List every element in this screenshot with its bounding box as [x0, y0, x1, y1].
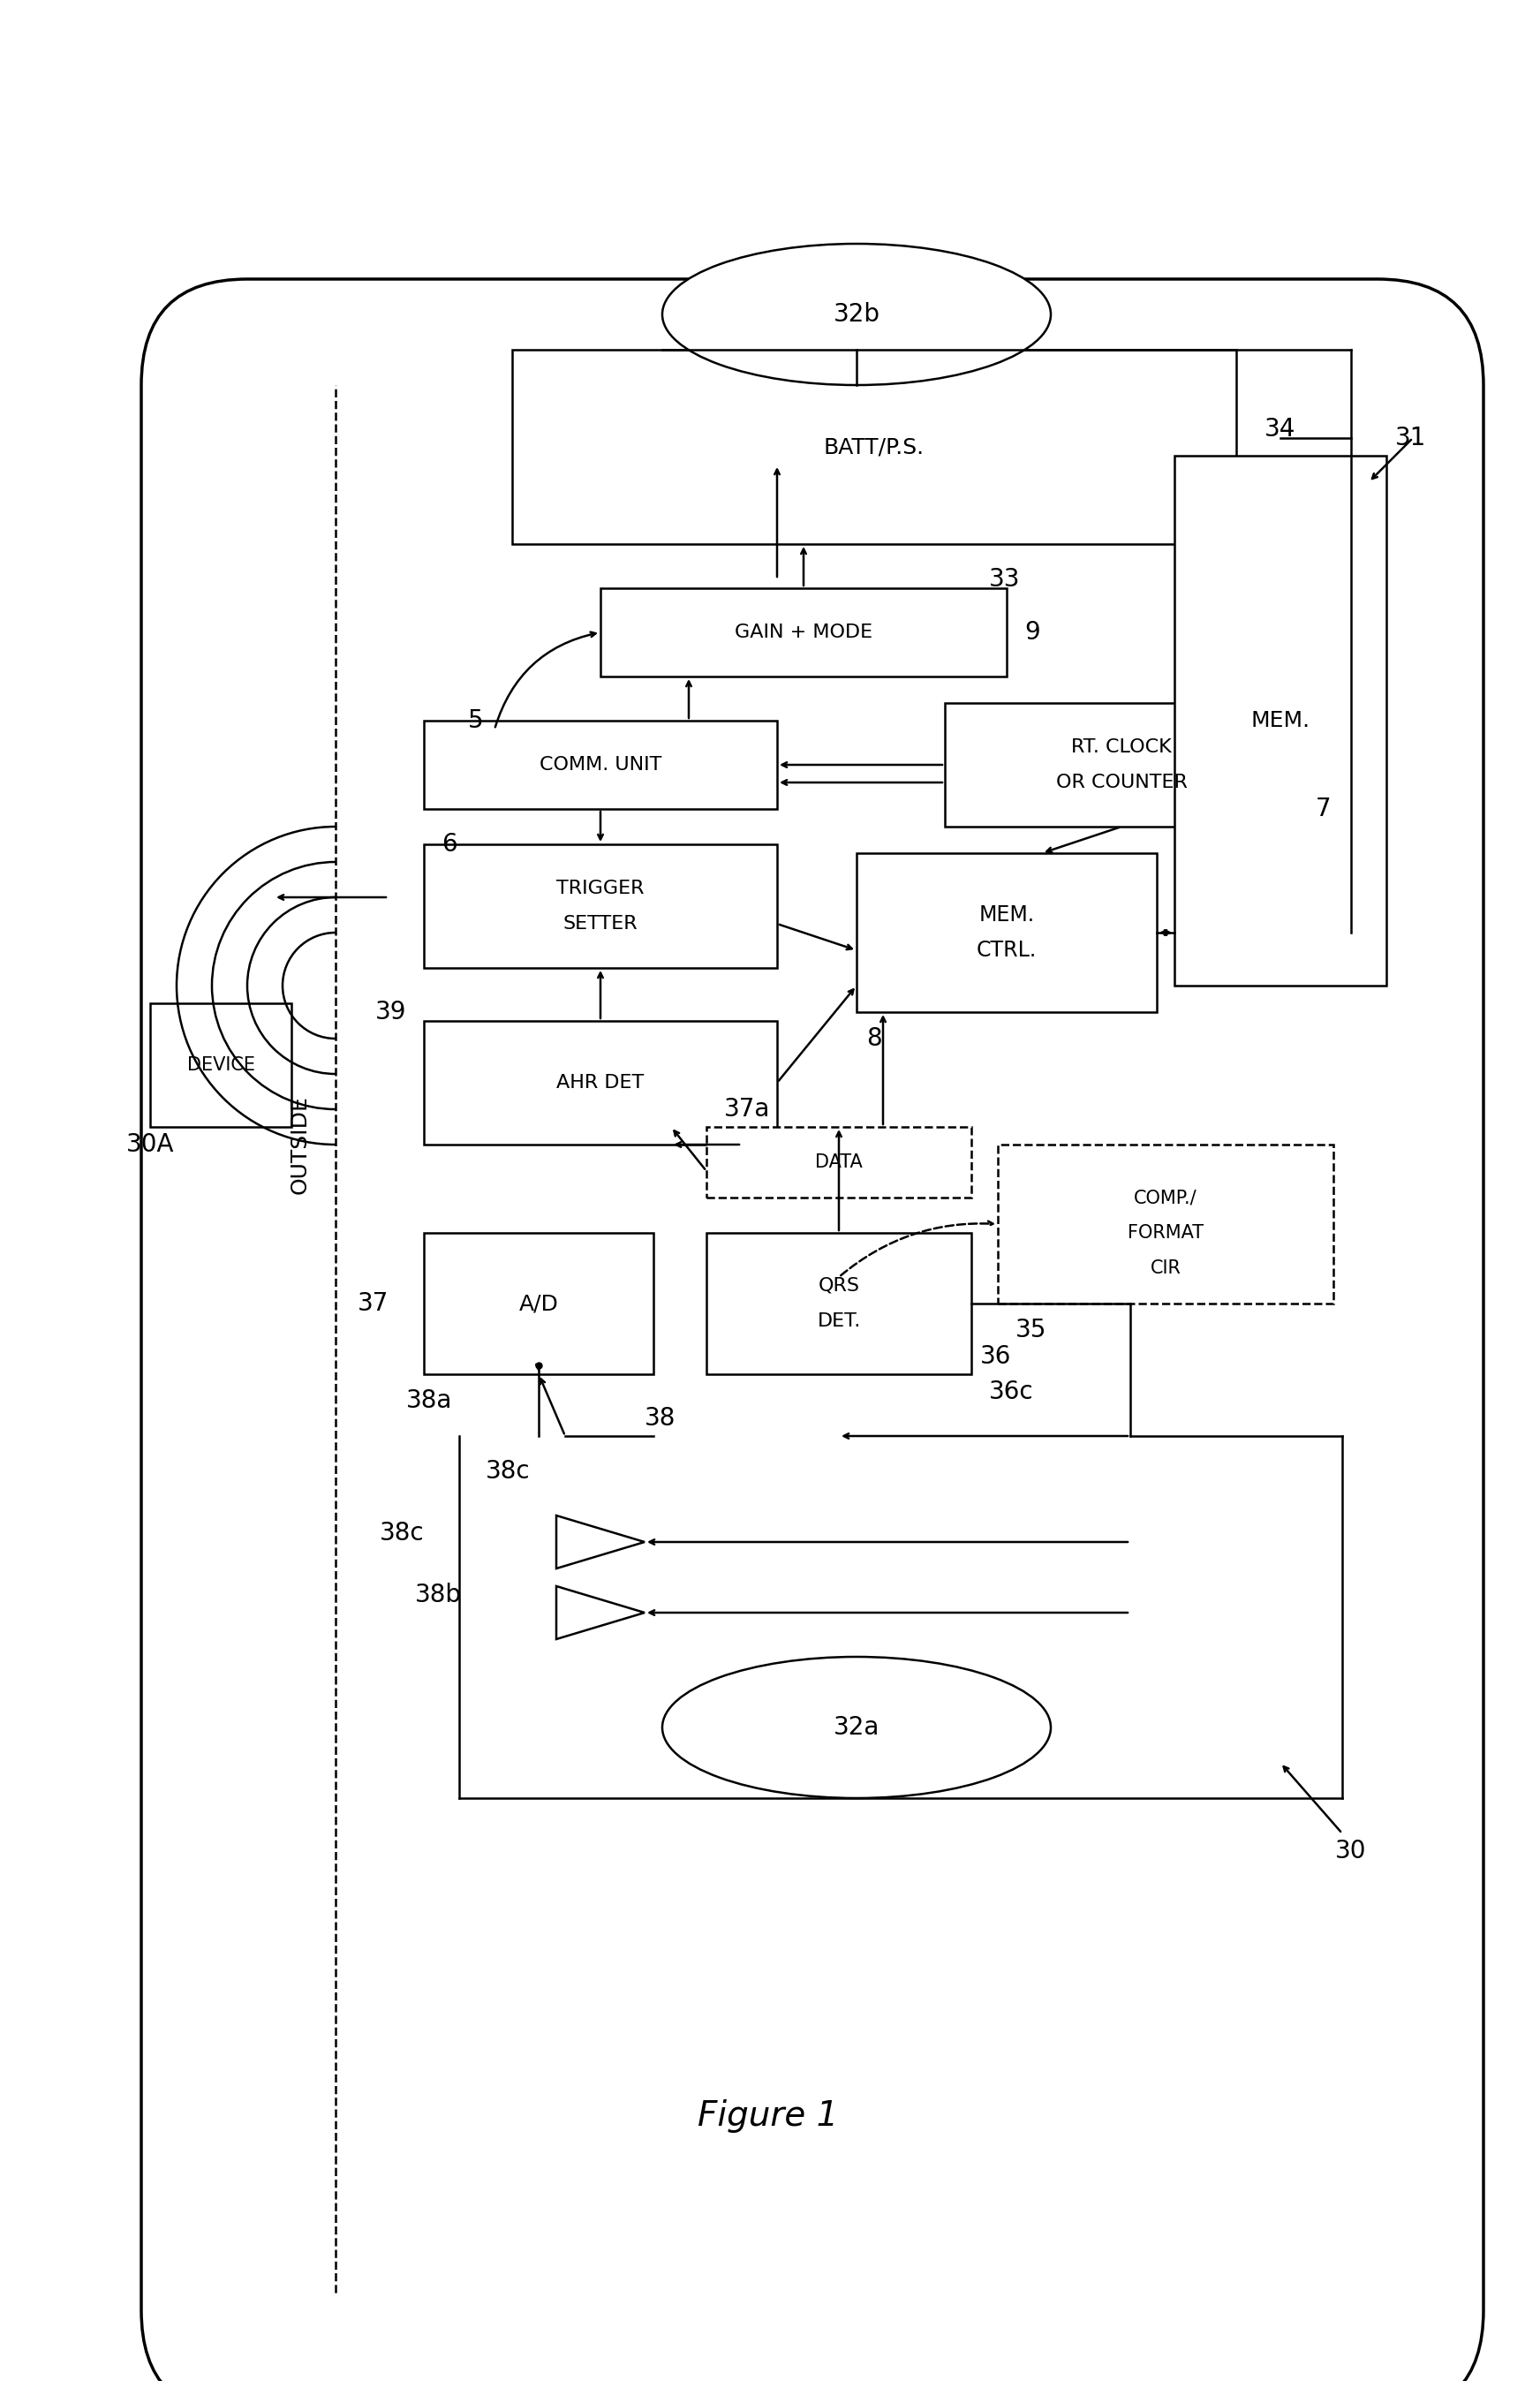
Text: BATT/P.S.: BATT/P.S. — [824, 436, 924, 457]
Polygon shape — [556, 1586, 645, 1638]
Text: 35: 35 — [1015, 1317, 1047, 1343]
FancyBboxPatch shape — [1175, 455, 1386, 986]
Text: 5: 5 — [468, 707, 484, 733]
Text: 32a: 32a — [833, 1714, 879, 1741]
FancyBboxPatch shape — [856, 852, 1157, 1012]
Text: 6: 6 — [442, 831, 457, 857]
Text: COMP./: COMP./ — [1133, 1188, 1197, 1207]
FancyBboxPatch shape — [424, 1233, 653, 1374]
Text: AHR DET: AHR DET — [556, 1074, 644, 1090]
Text: A/D: A/D — [519, 1293, 559, 1314]
Text: Figure 1: Figure 1 — [698, 2100, 839, 2133]
Text: OUTSIDE: OUTSIDE — [290, 1095, 311, 1193]
Text: 32b: 32b — [833, 302, 879, 326]
Text: MEM.: MEM. — [1250, 710, 1311, 731]
Text: DET.: DET. — [818, 1312, 861, 1331]
Text: 39: 39 — [374, 1000, 407, 1024]
Text: 37a: 37a — [724, 1098, 770, 1121]
Text: 36c: 36c — [989, 1379, 1033, 1405]
Text: CTRL.: CTRL. — [976, 940, 1036, 962]
FancyBboxPatch shape — [424, 1021, 778, 1145]
Text: DEVICE: DEVICE — [186, 1057, 254, 1074]
Ellipse shape — [662, 243, 1050, 386]
FancyBboxPatch shape — [998, 1145, 1334, 1302]
Text: QRS: QRS — [818, 1276, 859, 1295]
Text: 33: 33 — [989, 567, 1021, 593]
Text: CIR: CIR — [1150, 1260, 1181, 1276]
Polygon shape — [556, 1514, 645, 1569]
FancyBboxPatch shape — [424, 845, 778, 969]
FancyBboxPatch shape — [149, 1002, 291, 1126]
FancyBboxPatch shape — [142, 279, 1483, 2381]
Text: DATA: DATA — [815, 1152, 862, 1171]
Text: OR COUNTER: OR COUNTER — [1056, 774, 1187, 790]
Text: COMM. UNIT: COMM. UNIT — [539, 757, 662, 774]
Text: 38c: 38c — [485, 1460, 530, 1483]
Text: 38c: 38c — [380, 1521, 425, 1545]
FancyBboxPatch shape — [424, 721, 778, 810]
Text: 37: 37 — [357, 1291, 388, 1317]
Ellipse shape — [662, 1657, 1050, 1798]
Text: 8: 8 — [867, 1026, 882, 1050]
Text: 36: 36 — [979, 1345, 1012, 1369]
Text: FORMAT: FORMAT — [1127, 1224, 1204, 1243]
Text: 38a: 38a — [407, 1388, 453, 1412]
Text: 38: 38 — [645, 1407, 676, 1431]
FancyBboxPatch shape — [707, 1233, 972, 1374]
Text: 7: 7 — [1315, 798, 1331, 821]
Text: 31: 31 — [1395, 426, 1426, 450]
Text: SETTER: SETTER — [564, 914, 638, 933]
Text: GAIN + MODE: GAIN + MODE — [735, 624, 873, 640]
Text: 34: 34 — [1264, 417, 1297, 440]
Text: 9: 9 — [1024, 619, 1040, 645]
FancyBboxPatch shape — [513, 350, 1237, 543]
FancyBboxPatch shape — [946, 702, 1298, 826]
Text: RT. CLOCK: RT. CLOCK — [1072, 738, 1172, 757]
Text: 30: 30 — [1335, 1838, 1366, 1864]
Text: 30A: 30A — [126, 1133, 174, 1157]
FancyBboxPatch shape — [707, 1126, 972, 1198]
Text: 38b: 38b — [414, 1583, 462, 1607]
FancyBboxPatch shape — [601, 588, 1007, 676]
Text: MEM.: MEM. — [979, 905, 1035, 926]
Text: TRIGGER: TRIGGER — [556, 879, 644, 898]
